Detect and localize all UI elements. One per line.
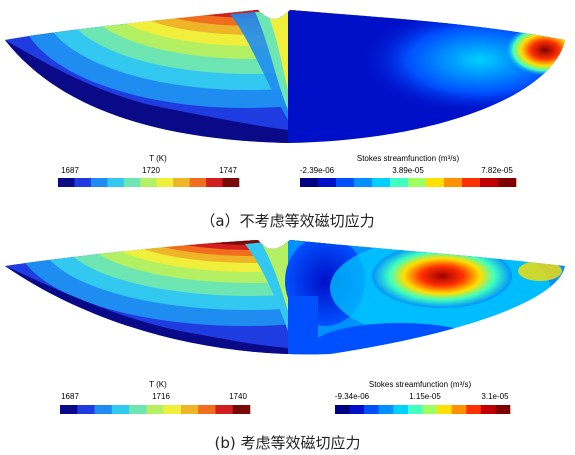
figure-b: T (K) 1687 1716 1740 Stokes streamfuncti…: [0, 236, 575, 455]
colorbar-swatch: [408, 178, 427, 187]
colorbar-swatch: [336, 178, 355, 187]
colorbar-swatch: [222, 178, 240, 187]
figure-b-plot: [5, 240, 565, 355]
colorbar-swatch: [335, 405, 350, 414]
colorbar-swatch: [74, 178, 92, 187]
colorbar-swatch: [58, 178, 75, 187]
colorbar-tick-mid: 1.15e-05: [409, 392, 441, 401]
colorbar-swatch: [451, 405, 467, 414]
colorbar-swatch: [77, 405, 95, 414]
colorbar-swatch: [364, 405, 380, 414]
temperature-colorbar-b: T (K) 1687 1716 1740: [60, 380, 251, 414]
colorbar-tick-max: 1740: [229, 392, 247, 401]
colorbar-swatch: [393, 405, 409, 414]
colorbar-tick-mid: 3.89e-05: [392, 166, 424, 175]
streamfunction-colorbar-a: Stokes streamfunction (m³/s) -2.39e-06 3…: [300, 154, 517, 187]
colorbar-title: T (K): [149, 380, 167, 389]
colorbar-swatch: [163, 405, 182, 414]
colorbar-swatch: [180, 405, 199, 414]
colorbar-tick-mid: 1716: [152, 392, 170, 401]
colorbar-swatch: [129, 405, 147, 414]
colorbar-swatch: [390, 178, 409, 187]
figure-a-caption: （a）不考虑等效磁切应力: [200, 212, 375, 230]
colorbar-swatch: [198, 405, 216, 414]
colorbar-swatch: [206, 178, 223, 187]
figure-b-caption: (b) 考虑等效磁切应力: [214, 434, 361, 452]
colorbar-swatch: [426, 178, 445, 187]
colorbar-swatch: [407, 405, 423, 414]
colorbar-swatch: [378, 405, 394, 414]
colorbar-swatch: [480, 405, 496, 414]
colorbar-swatch: [173, 178, 190, 187]
colorbar-title: T (K): [149, 154, 167, 163]
colorbar-swatch: [480, 178, 499, 187]
colorbar-swatch: [372, 178, 391, 187]
colorbar-tick-max: 1747: [219, 166, 237, 175]
colorbar-swatch: [349, 405, 365, 414]
colorbar-swatch: [60, 405, 78, 414]
melt-field-b: [5, 240, 565, 355]
colorbar-title: Stokes streamfunction (m³/s): [357, 154, 460, 163]
colorbar-swatch: [215, 405, 234, 414]
colorbar-swatch: [495, 405, 511, 414]
colorbar-swatch: [444, 178, 463, 187]
colorbar-swatch: [354, 178, 373, 187]
colorbar-swatch: [156, 178, 174, 187]
colorbar-swatch: [318, 178, 337, 187]
colorbar-swatch: [90, 178, 108, 187]
colorbar-tick-min: -9.34e-06: [335, 392, 370, 401]
colorbar-swatch: [111, 405, 130, 414]
colorbar-swatch: [300, 178, 319, 187]
colorbar-tick-max: 7.82e-05: [481, 166, 513, 175]
colorbar-tick-mid: 1720: [142, 166, 160, 175]
colorbar-swatch: [422, 405, 438, 414]
colorbar-title: Stokes streamfunction (m³/s): [369, 380, 472, 389]
colorbar-swatch: [146, 405, 164, 414]
figure-a: T (K) 1687 1720 1747 Stokes streamfuncti…: [5, 10, 565, 230]
colorbar-swatch: [498, 178, 517, 187]
colorbar-swatch: [462, 178, 481, 187]
colorbar-swatch: [140, 178, 158, 187]
colorbar-swatch: [123, 178, 141, 187]
temperature-colorbar-a: T (K) 1687 1720 1747: [58, 154, 240, 187]
figure-a-plot: [5, 10, 565, 143]
colorbar-tick-max: 3.1e-05: [481, 392, 509, 401]
colorbar-swatch: [189, 178, 207, 187]
colorbar-swatch: [107, 178, 125, 187]
colorbar-swatch: [94, 405, 113, 414]
colorbar-swatch: [232, 405, 251, 414]
colorbar-swatch: [466, 405, 482, 414]
colorbar-swatch: [437, 405, 452, 414]
streamfunction-colorbar-b: Stokes streamfunction (m³/s) -9.34e-06 1…: [335, 380, 511, 414]
melt-field-a: [5, 10, 565, 143]
colorbar-tick-min: 1687: [61, 392, 79, 401]
colorbar-tick-min: 1687: [61, 166, 79, 175]
colorbar-tick-min: -2.39e-06: [300, 166, 335, 175]
